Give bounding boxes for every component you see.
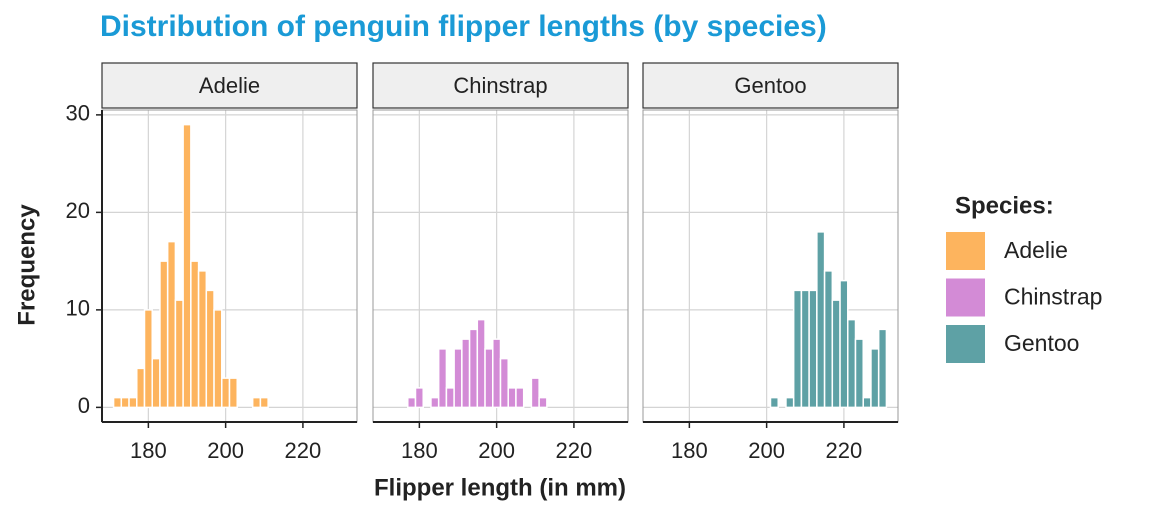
strip-label: Adelie — [199, 73, 260, 98]
bar — [445, 387, 455, 409]
bar — [136, 367, 146, 409]
bar — [174, 299, 184, 409]
legend-label: Gentoo — [1004, 330, 1079, 356]
legend-key — [946, 232, 985, 270]
bar — [205, 289, 215, 409]
legend-title: Species: — [955, 192, 1054, 219]
y-tick-label: 30 — [66, 101, 90, 126]
x-tick-label: 200 — [207, 438, 244, 463]
strip-label: Chinstrap — [453, 73, 547, 98]
bar — [808, 289, 818, 409]
strip — [372, 62, 629, 109]
y-axis-label: Frequency — [13, 204, 40, 326]
y-tick-label: 10 — [66, 296, 90, 321]
strip-label: Gentoo — [734, 73, 806, 98]
bar — [414, 387, 424, 409]
bar — [166, 240, 177, 409]
bar — [197, 270, 208, 409]
chart-title: Distribution of penguin flipper lengths … — [100, 10, 827, 43]
bar — [839, 279, 849, 409]
bar — [112, 396, 123, 409]
bar — [515, 387, 525, 409]
x-tick-label: 220 — [826, 438, 863, 463]
bar — [407, 396, 417, 409]
legend-key — [946, 278, 985, 317]
x-tick-label: 220 — [556, 438, 593, 463]
bar — [484, 348, 494, 409]
bar — [430, 396, 440, 409]
bar — [800, 289, 810, 409]
x-tick-label: 180 — [671, 438, 708, 463]
bar — [769, 396, 779, 409]
x-tick-label: 180 — [130, 438, 167, 463]
legend-key — [946, 325, 985, 363]
bar — [854, 338, 864, 409]
bar — [259, 396, 269, 409]
bar — [120, 396, 130, 409]
y-tick-label: 0 — [78, 393, 90, 418]
bar — [530, 377, 540, 409]
bar — [476, 318, 486, 409]
bar — [831, 299, 841, 409]
bar — [228, 377, 238, 409]
y-tick-label: 20 — [66, 198, 90, 223]
bar — [143, 309, 153, 409]
x-axis-label: Flipper length (in mm) — [374, 474, 626, 501]
bar — [870, 348, 880, 409]
x-tick-label: 200 — [478, 438, 515, 463]
bar — [190, 260, 200, 409]
bar — [128, 396, 138, 409]
bar — [847, 318, 857, 409]
bar — [507, 387, 517, 409]
bar — [877, 328, 888, 409]
bar — [538, 396, 548, 409]
bar — [862, 396, 872, 409]
bar — [151, 357, 161, 409]
bar — [823, 270, 834, 409]
bar — [182, 123, 192, 409]
bar — [461, 338, 471, 409]
bar — [492, 338, 502, 409]
bar — [213, 309, 223, 409]
legend-label: Adelie — [1004, 237, 1068, 263]
bar — [499, 357, 509, 409]
bar — [792, 289, 803, 409]
x-tick-label: 220 — [285, 438, 322, 463]
strip — [642, 62, 899, 109]
bar — [816, 231, 826, 409]
bar — [221, 377, 231, 409]
bar — [785, 396, 795, 409]
bar — [468, 328, 479, 409]
bar — [159, 260, 169, 409]
x-tick-label: 200 — [748, 438, 785, 463]
bar — [453, 348, 463, 409]
bar — [437, 348, 448, 409]
x-tick-label: 180 — [401, 438, 438, 463]
bar — [251, 396, 262, 409]
legend-label: Chinstrap — [1004, 284, 1102, 310]
strip — [101, 62, 358, 109]
